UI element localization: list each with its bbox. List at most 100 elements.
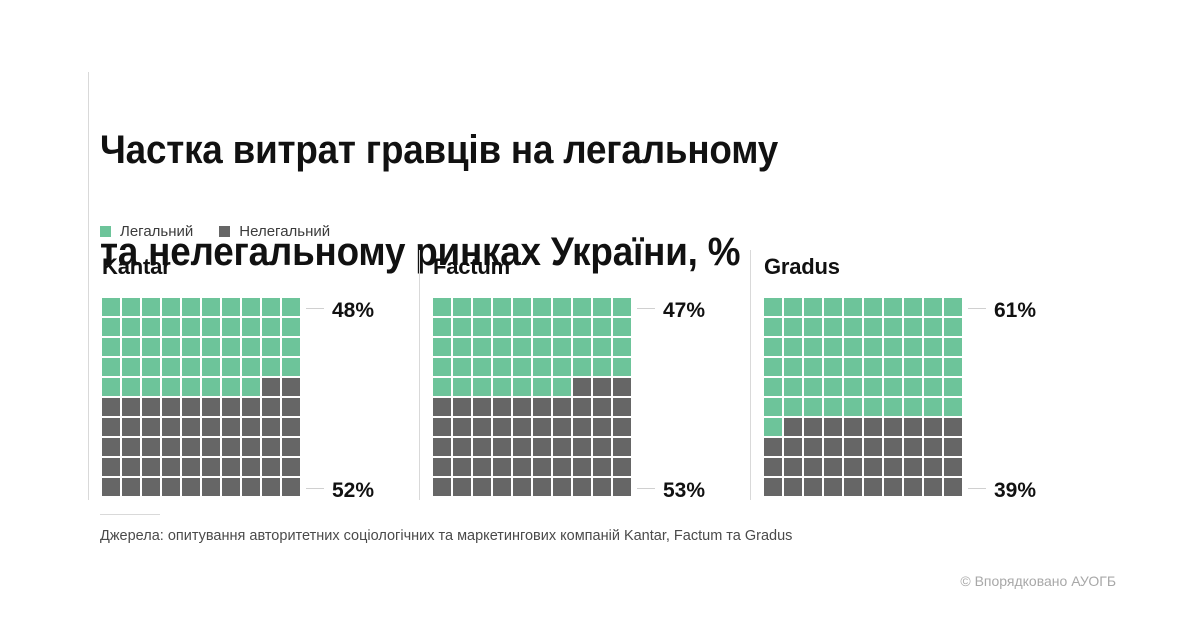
waffle-cell: [764, 298, 782, 316]
waffle-cell: [613, 318, 631, 336]
waffle-cell: [884, 398, 902, 416]
waffle-cell: [884, 358, 902, 376]
waffle-cell: [493, 398, 511, 416]
waffle-cell: [553, 478, 571, 496]
waffle-cell: [573, 418, 591, 436]
waffle-cell: [844, 298, 862, 316]
waffle-cell: [493, 418, 511, 436]
waffle-panels: Kantar 48% 52% Factum 47% 53% Gradus 61%…: [88, 250, 1088, 502]
waffle-cell: [453, 458, 471, 476]
waffle-cell: [924, 358, 942, 376]
waffle-cell: [533, 358, 551, 376]
waffle-cell: [613, 418, 631, 436]
waffle-cell: [142, 478, 160, 496]
waffle-cell: [202, 458, 220, 476]
waffle-cell: [453, 378, 471, 396]
waffle-cell: [764, 458, 782, 476]
waffle-cell: [613, 298, 631, 316]
waffle-cell: [473, 298, 491, 316]
legend-label-legal: Легальний: [120, 223, 194, 240]
waffle-cell: [513, 438, 531, 456]
waffle-cell: [784, 478, 802, 496]
waffle-cell: [222, 418, 240, 436]
waffle-cell: [944, 398, 962, 416]
panel-title-factum: Factum: [433, 254, 511, 279]
waffle-cell: [122, 318, 140, 336]
waffle-cell: [593, 398, 611, 416]
waffle-cell: [433, 358, 451, 376]
waffle-cell: [122, 478, 140, 496]
waffle-cell: [473, 458, 491, 476]
leader-line-kantar-bottom: [306, 488, 324, 489]
waffle-cell: [102, 478, 120, 496]
waffle-cell: [142, 418, 160, 436]
waffle-cell: [884, 418, 902, 436]
value-gradus-illegal: 39%: [994, 479, 1037, 502]
waffle-cell: [453, 298, 471, 316]
waffle-cell: [453, 338, 471, 356]
waffle-cell: [102, 418, 120, 436]
waffle-cell: [182, 298, 200, 316]
value-kantar-legal: 48%: [332, 299, 375, 322]
waffle-cell: [222, 398, 240, 416]
waffle-cell: [262, 398, 280, 416]
waffle-cell: [844, 358, 862, 376]
waffle-cell: [242, 418, 260, 436]
waffle-cell: [242, 438, 260, 456]
waffle-cell: [924, 298, 942, 316]
waffle-cell: [764, 398, 782, 416]
waffle-cell: [904, 478, 922, 496]
waffle-cell: [613, 458, 631, 476]
waffle-cell: [122, 298, 140, 316]
waffle-cell: [573, 378, 591, 396]
waffle-cell: [202, 338, 220, 356]
waffle-cell: [262, 378, 280, 396]
waffle-cell: [824, 378, 842, 396]
waffle-cell: [944, 338, 962, 356]
waffle-cell: [844, 398, 862, 416]
waffle-cell: [804, 338, 822, 356]
waffle-cell: [553, 318, 571, 336]
waffle-cell: [162, 358, 180, 376]
waffle-cell: [824, 298, 842, 316]
waffle-cell: [924, 378, 942, 396]
waffle-cell: [453, 438, 471, 456]
waffle-cell: [142, 338, 160, 356]
waffle-cell: [182, 418, 200, 436]
waffle-cell: [944, 458, 962, 476]
waffle-cell: [242, 318, 260, 336]
waffle-cell: [804, 418, 822, 436]
waffle-cell: [242, 398, 260, 416]
waffle-cell: [493, 298, 511, 316]
waffle-cell: [924, 398, 942, 416]
waffle-cell: [453, 418, 471, 436]
waffle-cell: [904, 398, 922, 416]
waffle-cell: [824, 478, 842, 496]
waffle-cell: [533, 478, 551, 496]
waffle-cell: [513, 358, 531, 376]
waffle-cell: [513, 478, 531, 496]
waffle-cell: [142, 438, 160, 456]
waffle-cell: [553, 298, 571, 316]
waffle-cell: [553, 358, 571, 376]
waffle-cell: [102, 358, 120, 376]
waffle-cell: [473, 318, 491, 336]
waffle-cell: [162, 478, 180, 496]
waffle-cell: [533, 398, 551, 416]
waffle-cell: [513, 418, 531, 436]
waffle-cell: [613, 478, 631, 496]
waffle-cell: [533, 378, 551, 396]
waffle-cell: [533, 458, 551, 476]
waffle-cell: [804, 358, 822, 376]
waffle-grid-factum: [433, 298, 631, 496]
square-swatch-gray-icon: [219, 226, 231, 237]
waffle-cell: [433, 378, 451, 396]
waffle-cell: [242, 338, 260, 356]
value-gradus-legal: 61%: [994, 299, 1037, 322]
waffle-cell: [242, 478, 260, 496]
waffle-cell: [202, 478, 220, 496]
waffle-cell: [162, 438, 180, 456]
waffle-cell: [433, 318, 451, 336]
waffle-cell: [162, 378, 180, 396]
waffle-cell: [593, 378, 611, 396]
